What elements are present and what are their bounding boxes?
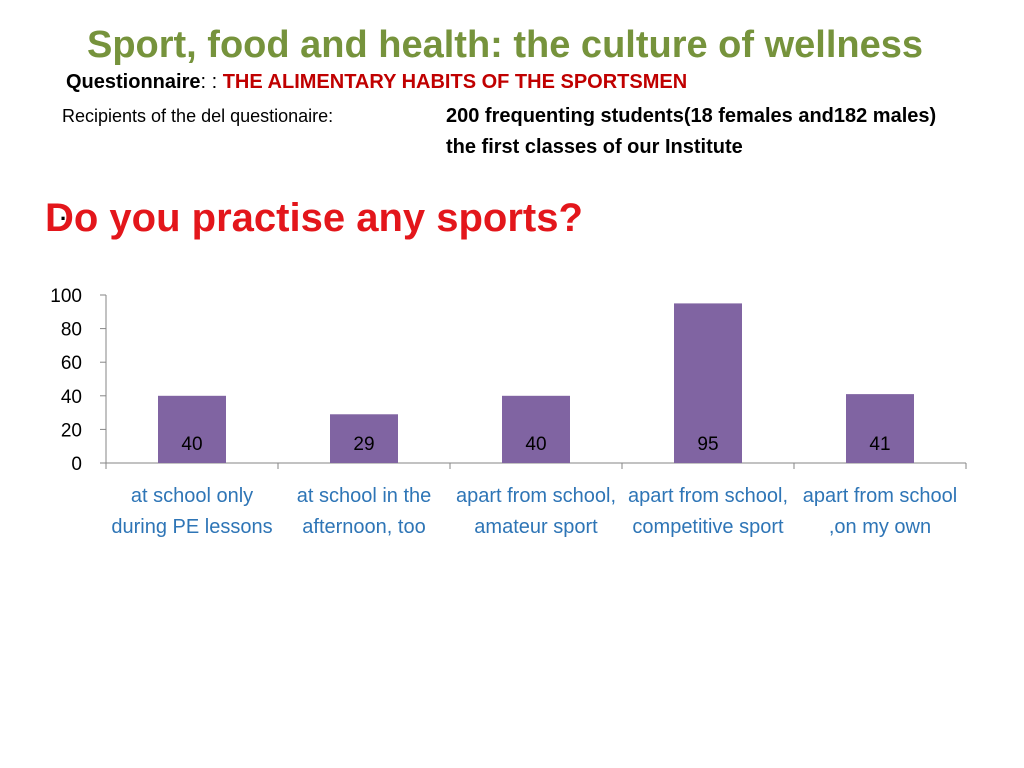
- bar-value-label: 41: [869, 434, 890, 455]
- slide-title: Sport, food and health: the culture of w…: [86, 24, 924, 66]
- questionnaire-separator: : :: [200, 71, 223, 93]
- y-tick-label: 0: [71, 454, 82, 475]
- x-category-label: apart from school, competitive sport: [627, 485, 789, 538]
- bar-value-label: 40: [525, 434, 546, 455]
- questionnaire-line: Questionnaire: : THE ALIMENTARY HABITS O…: [66, 71, 687, 94]
- x-category-label: apart from school ,on my own: [802, 485, 958, 538]
- questionnaire-label: Questionnaire: [66, 71, 201, 93]
- bar-value-label: 40: [181, 434, 202, 455]
- y-tick-label: 20: [61, 420, 82, 441]
- bar-value-label: 29: [353, 434, 374, 455]
- chart-bars: [158, 303, 914, 463]
- question-heading: Do you practise any sports?: [45, 196, 583, 240]
- bar: [674, 303, 742, 463]
- bar: [502, 395, 570, 463]
- x-category-label: apart from school, amateur sport: [455, 485, 617, 538]
- recipients-value: 200 frequenting students(18 females and1…: [446, 105, 937, 158]
- bar: [846, 394, 914, 463]
- chart-data-labels: 40 29 40 95 41: [181, 434, 890, 455]
- bar-value-label: 95: [697, 434, 718, 455]
- bar: [158, 395, 226, 463]
- y-tick-label: 100: [50, 286, 82, 307]
- y-tick-label: 40: [61, 387, 82, 408]
- chart-y-ticks: 0 20 40 60 80 100: [50, 286, 82, 475]
- questionnaire-title: THE ALIMENTARY HABITS OF THE SPORTSMEN: [222, 71, 688, 93]
- y-tick-label: 60: [61, 353, 82, 374]
- recipients-label: Recipients of the del questionaire:: [62, 106, 334, 126]
- question-bullet: .: [60, 200, 67, 225]
- x-category-label: at school only during PE lessons: [111, 485, 273, 538]
- y-tick-label: 80: [61, 320, 82, 341]
- bar: [330, 414, 398, 463]
- x-category-label: at school in the afternoon, too: [296, 485, 432, 538]
